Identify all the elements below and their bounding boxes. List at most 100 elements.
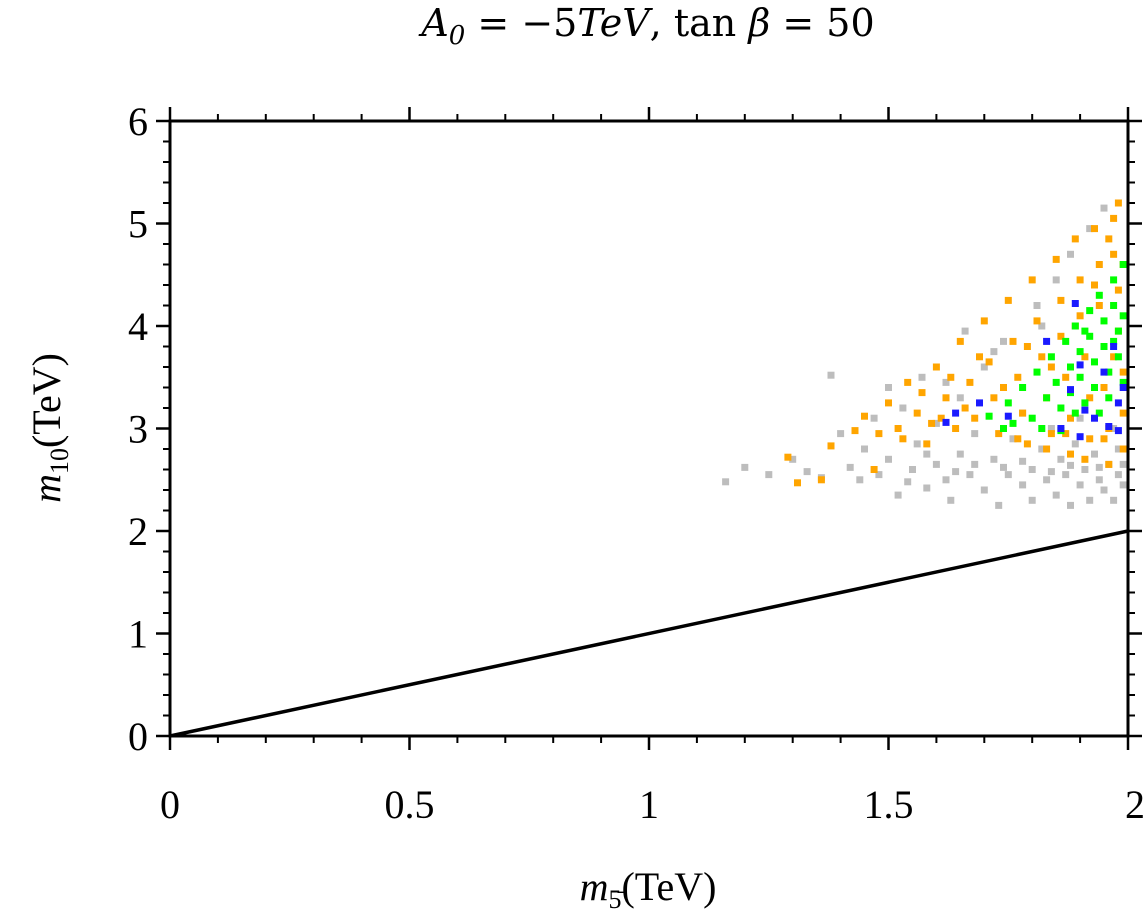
point-green xyxy=(1038,425,1046,432)
point-orange xyxy=(1062,430,1070,438)
point-orange xyxy=(1086,435,1094,443)
point-orange xyxy=(1033,317,1041,325)
point-orange xyxy=(894,425,902,432)
point-gray xyxy=(856,476,864,484)
point-gray xyxy=(971,430,979,438)
point-gray xyxy=(846,463,854,471)
point-gray xyxy=(1076,481,1084,489)
point-blue xyxy=(1076,433,1084,441)
point-gray xyxy=(1000,337,1007,345)
point-orange xyxy=(1119,445,1127,453)
point-orange xyxy=(1091,281,1098,289)
point-green xyxy=(1071,322,1079,330)
point-orange xyxy=(1091,225,1098,233)
point-green xyxy=(1076,373,1084,381)
point-orange xyxy=(899,435,907,443)
point-green xyxy=(1114,327,1122,335)
x-tick-label: 0 xyxy=(160,782,180,827)
point-blue xyxy=(1071,300,1079,307)
point-gray xyxy=(741,463,749,471)
point-orange xyxy=(1100,384,1108,391)
point-green xyxy=(1081,327,1089,335)
title-lhs: A xyxy=(418,1,448,45)
point-gray xyxy=(1043,476,1051,484)
point-green xyxy=(1028,414,1036,422)
point-gray xyxy=(1000,463,1007,471)
point-green xyxy=(1067,363,1074,371)
point-orange xyxy=(942,394,950,402)
point-gray xyxy=(803,468,811,476)
point-blue xyxy=(1081,406,1089,414)
point-green xyxy=(1019,384,1027,391)
point-gray xyxy=(827,371,835,379)
point-gray xyxy=(980,486,988,494)
axis-ticks xyxy=(156,107,1142,750)
point-orange xyxy=(1081,455,1089,463)
y-axis-label-var: m xyxy=(24,474,69,503)
y-axis-label-unit: (TeV) xyxy=(24,353,69,448)
point-green xyxy=(1004,399,1012,407)
point-orange xyxy=(1014,435,1022,443)
point-gray xyxy=(1019,481,1027,489)
point-gray xyxy=(1067,250,1074,258)
point-orange xyxy=(1114,286,1122,294)
point-blue xyxy=(1057,425,1065,432)
point-gray xyxy=(1047,468,1055,476)
point-green xyxy=(1033,368,1041,376)
point-gray xyxy=(1047,425,1055,432)
point-gray xyxy=(1028,466,1036,473)
y-tick-label: 5 xyxy=(128,202,148,247)
point-green xyxy=(1086,307,1094,315)
point-green xyxy=(1091,358,1098,366)
point-orange xyxy=(937,414,945,422)
point-orange xyxy=(1119,409,1127,417)
y-tick-label: 0 xyxy=(128,714,148,759)
point-orange xyxy=(1071,235,1079,243)
point-orange xyxy=(1095,302,1103,309)
point-green xyxy=(1095,291,1103,299)
point-gray xyxy=(966,471,974,479)
point-gray xyxy=(1091,450,1098,458)
x-tick-label: 0.5 xyxy=(385,782,435,827)
point-green xyxy=(1119,312,1127,320)
point-orange xyxy=(947,373,955,381)
reference-line-layer xyxy=(169,529,1129,738)
point-gray xyxy=(1086,225,1094,233)
point-orange xyxy=(980,317,988,325)
plot-frame xyxy=(168,119,1130,738)
point-green xyxy=(1043,394,1051,402)
point-orange xyxy=(1009,337,1017,345)
point-green xyxy=(1100,317,1108,325)
point-gray xyxy=(909,466,916,473)
y-tick-label: 6 xyxy=(128,99,148,144)
point-gray xyxy=(947,496,955,504)
point-green xyxy=(1091,384,1098,391)
point-orange xyxy=(966,378,974,386)
x-axis-label-unit: (TeV) xyxy=(621,864,716,909)
point-gray xyxy=(1033,302,1041,309)
point-gray xyxy=(990,348,998,356)
point-gray xyxy=(1057,455,1065,463)
point-gray xyxy=(1110,425,1118,432)
point-gray xyxy=(765,471,773,479)
point-orange xyxy=(1047,430,1055,438)
point-gray xyxy=(932,419,940,427)
point-orange xyxy=(1043,445,1051,453)
point-green xyxy=(1105,368,1113,376)
point-orange xyxy=(995,430,1003,438)
chart-title: A0 = −5TeV, tan β = 50 xyxy=(418,1,874,51)
point-orange xyxy=(1086,394,1094,402)
point-blue xyxy=(1114,399,1122,407)
point-blue xyxy=(1110,343,1118,350)
point-orange xyxy=(1114,199,1122,207)
point-orange xyxy=(1110,214,1118,222)
point-gray xyxy=(875,471,883,479)
point-gray xyxy=(932,460,940,468)
point-orange xyxy=(928,419,936,427)
point-orange xyxy=(875,430,883,438)
title-func: tan xyxy=(674,1,736,45)
title-eq2: = 50 xyxy=(770,1,874,45)
point-gray xyxy=(1095,463,1103,471)
point-gray xyxy=(1038,322,1046,330)
point-gray xyxy=(956,394,964,402)
